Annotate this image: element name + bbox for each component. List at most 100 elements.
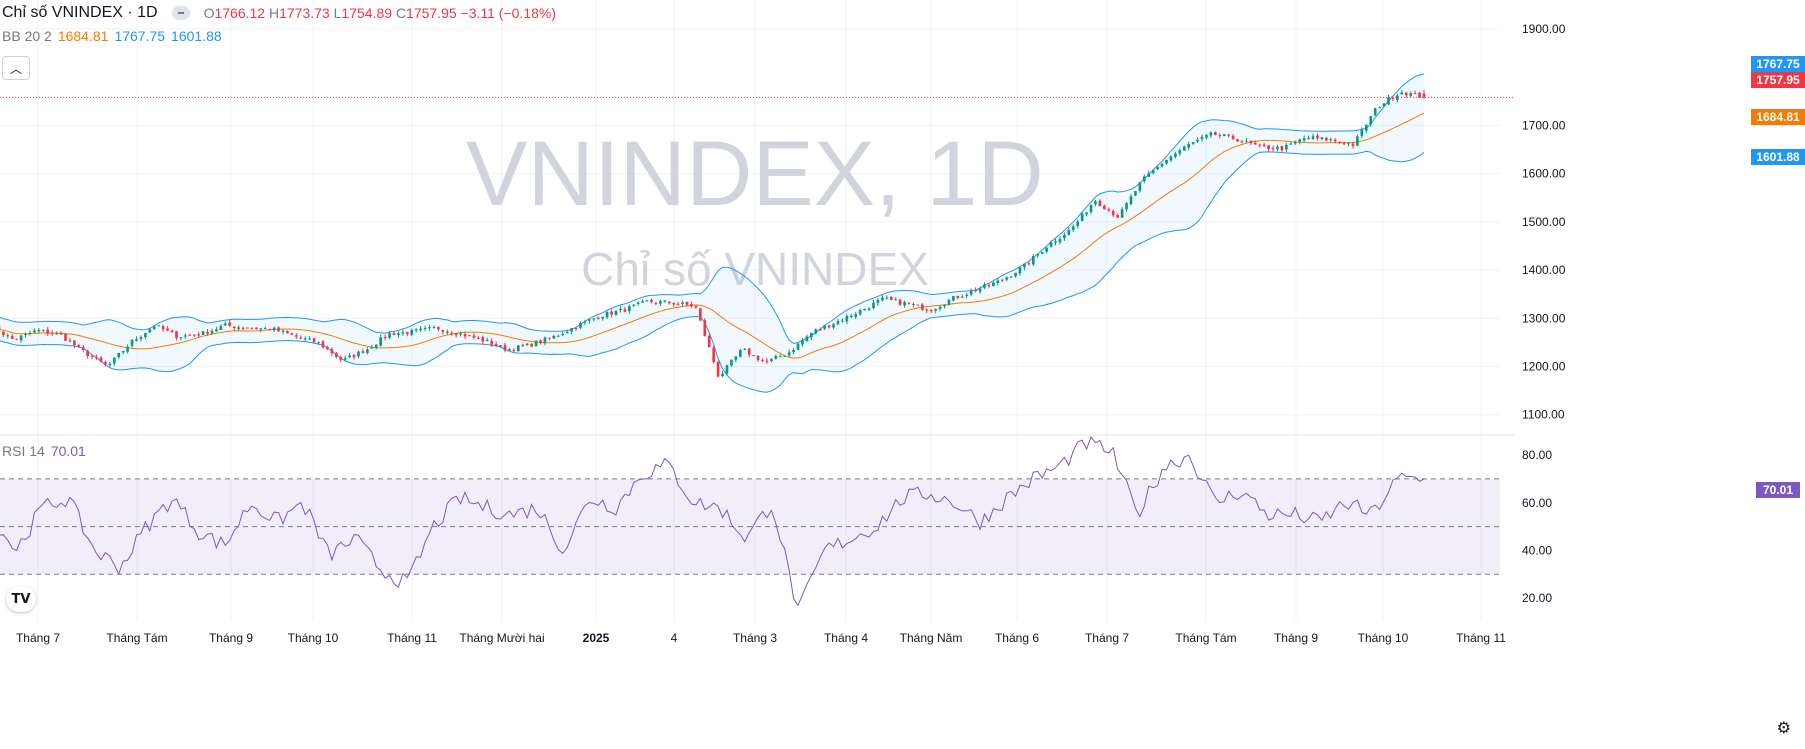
candle-body: [1005, 277, 1008, 279]
candle-body: [1196, 140, 1199, 142]
time-tick-label: 2025: [583, 631, 610, 645]
candle-body: [291, 333, 294, 334]
candle-body: [464, 334, 467, 336]
candle-body: [1201, 137, 1204, 139]
rsi-tick-label: 60.00: [1522, 496, 1552, 510]
time-tick-label: Tháng 6: [995, 631, 1039, 645]
candle-body: [370, 347, 373, 348]
candle-body: [544, 338, 547, 344]
collapse-legend-button[interactable]: ︿: [2, 56, 30, 80]
candle-body: [180, 337, 183, 338]
candle-body: [220, 326, 223, 330]
candle-body: [20, 336, 23, 341]
bb-legend[interactable]: BB 20 2 1684.81 1767.75 1601.88: [2, 28, 222, 44]
time-tick-label: Tháng 10: [1358, 631, 1409, 645]
candle-body: [1174, 154, 1177, 157]
candle-body: [974, 290, 977, 291]
candle-body: [721, 374, 724, 377]
price-tick-label: 1900.00: [1522, 22, 1566, 36]
candle-body: [526, 343, 529, 345]
candle-body: [1054, 241, 1057, 242]
candle-body: [1210, 132, 1213, 135]
candle-body: [912, 304, 915, 305]
candle-body: [1276, 147, 1279, 150]
candle-body: [890, 297, 893, 300]
candle-body: [508, 349, 511, 351]
candle-body: [708, 336, 711, 347]
candle-body: [126, 347, 129, 352]
candle-body: [530, 344, 533, 347]
candle-body: [610, 311, 613, 314]
candle-body: [1241, 142, 1244, 143]
candle-body: [282, 331, 285, 332]
candle-body: [1285, 145, 1288, 150]
candle-body: [397, 333, 400, 335]
candle-body: [730, 360, 733, 365]
candle-body: [95, 357, 98, 358]
candle-body: [983, 284, 986, 287]
candle-body: [774, 356, 777, 359]
rsi-value-tag: 70.01: [1756, 482, 1800, 498]
candle-body: [273, 328, 276, 331]
candle-body: [251, 328, 254, 329]
candle-body: [548, 338, 551, 339]
candle-body: [1156, 167, 1159, 170]
candle-body: [1383, 103, 1386, 106]
candle-body: [1112, 211, 1115, 215]
close-label: C: [396, 5, 406, 21]
candle-body: [659, 301, 662, 304]
candle-body: [655, 303, 658, 304]
candle-body: [86, 351, 89, 356]
candle-body: [1405, 92, 1408, 95]
candle-body: [322, 342, 325, 348]
candle-body: [899, 300, 902, 305]
candle-body: [823, 326, 826, 329]
candle-body: [903, 302, 906, 305]
candle-body: [801, 341, 804, 345]
candle-body: [743, 349, 746, 350]
rsi-legend[interactable]: RSI 14 70.01: [2, 443, 86, 459]
candle-body: [157, 325, 160, 326]
watermark-title: VNINDEX, 1D: [466, 123, 1044, 225]
candle-body: [1223, 134, 1226, 136]
rsi-value: 70.01: [51, 443, 86, 459]
price-tick-label: 1200.00: [1522, 359, 1566, 373]
candle-body: [1085, 212, 1088, 214]
candle-body: [952, 296, 955, 301]
collapse-dot-icon[interactable]: [172, 6, 190, 20]
rsi-tick-label: 40.00: [1522, 543, 1552, 557]
symbol-title[interactable]: Chỉ số VNINDEX · 1D: [2, 4, 158, 22]
candle-body: [255, 328, 258, 330]
candle-body: [499, 345, 502, 346]
candle-body: [663, 301, 666, 302]
candle-body: [1236, 139, 1239, 141]
candle-body: [752, 355, 755, 356]
candle-body: [442, 330, 445, 332]
candle-body: [339, 357, 342, 360]
price-tick-label: 1700.00: [1522, 118, 1566, 132]
candle-body: [455, 333, 458, 335]
candle-body: [881, 297, 884, 300]
candle-body: [1139, 182, 1142, 191]
candle-body: [388, 333, 391, 338]
time-tick-label: Tháng 10: [288, 631, 339, 645]
candle-body: [1028, 263, 1031, 264]
candle-body: [1143, 176, 1146, 181]
tradingview-logo-icon[interactable]: 𝗧𝗩: [6, 586, 36, 612]
candle-body: [1356, 136, 1359, 145]
candle-body: [832, 324, 835, 327]
candle-body: [437, 327, 440, 330]
candle-body: [1178, 150, 1181, 153]
candle-body: [1214, 132, 1217, 135]
gear-icon[interactable]: ⚙: [1777, 718, 1791, 738]
candle-body: [1254, 143, 1257, 144]
candle-body: [686, 302, 689, 305]
candle-body: [677, 304, 680, 305]
candle-body: [615, 311, 618, 315]
candle-body: [624, 309, 627, 311]
candle-body: [1072, 226, 1075, 229]
candle-body: [1125, 203, 1128, 209]
candle-body: [82, 347, 85, 350]
